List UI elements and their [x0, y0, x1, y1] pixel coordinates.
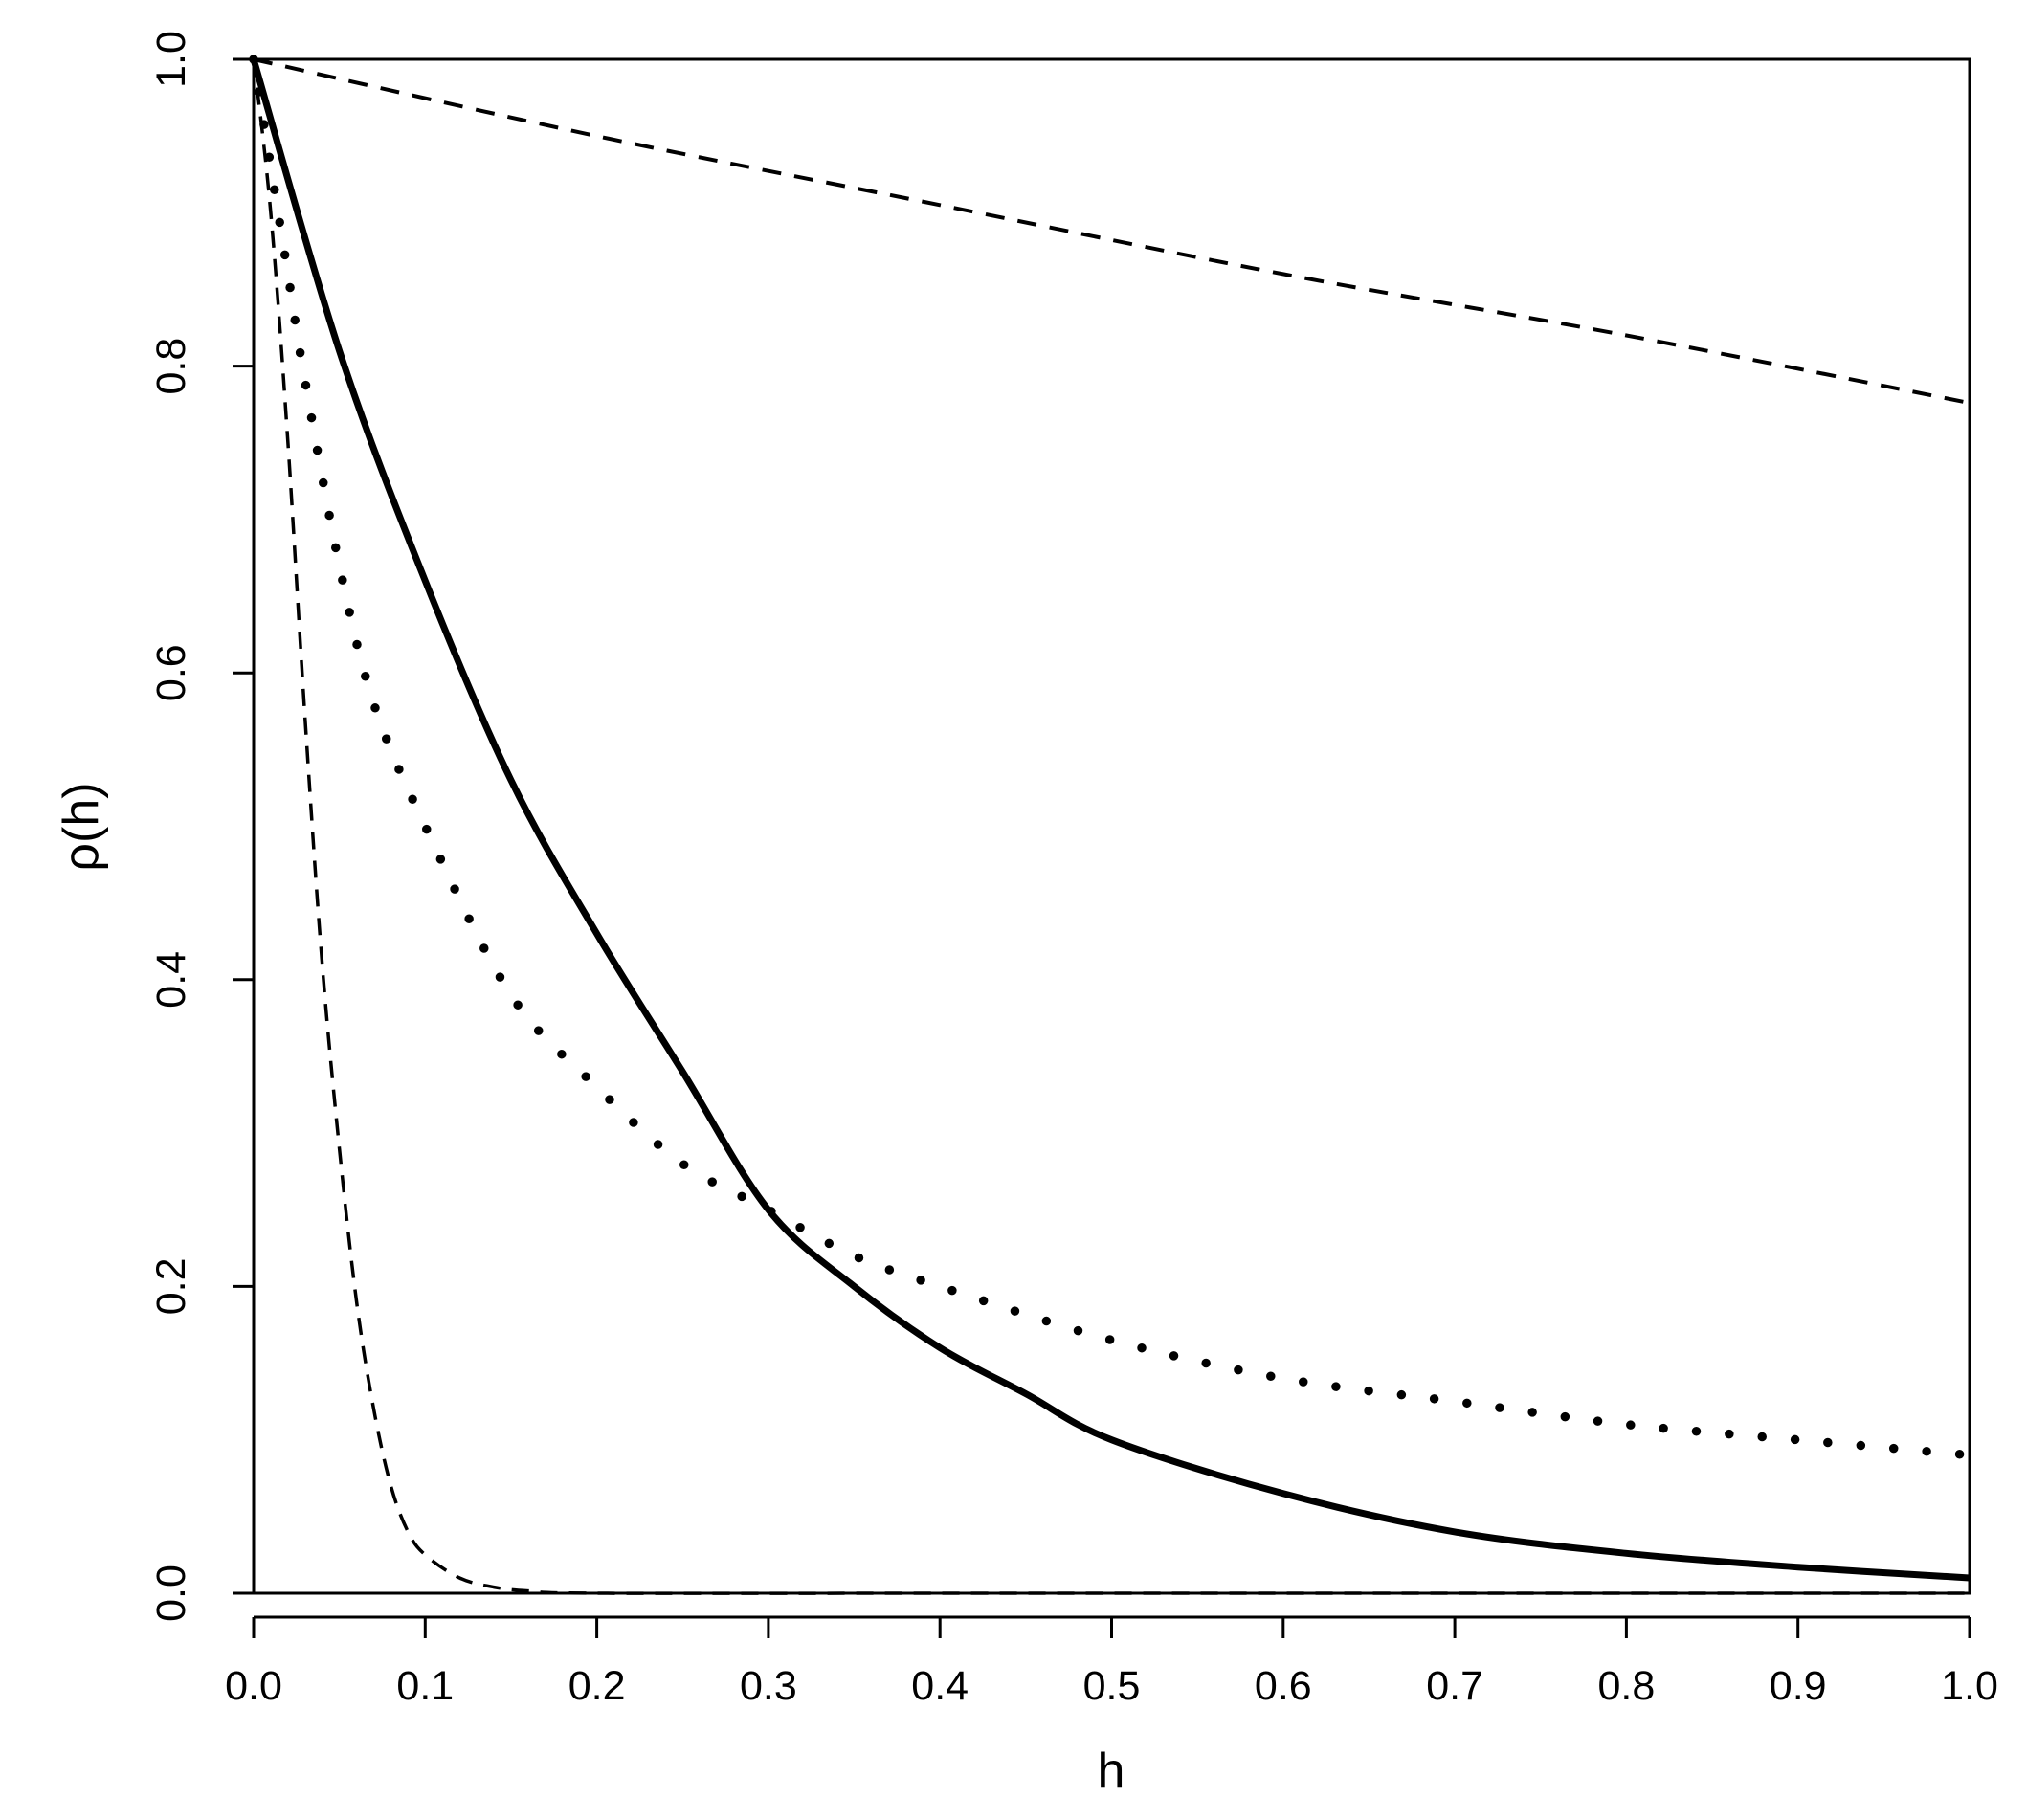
- y-tick-label: 1.0: [148, 31, 194, 88]
- series-line-dotted: [249, 55, 1974, 1460]
- x-tick-label: 0.0: [225, 1663, 282, 1709]
- series-layer: [249, 55, 1974, 1595]
- x-tick-label: 0.8: [1598, 1663, 1656, 1709]
- plot-frame: [252, 57, 1971, 1595]
- series-line-dashed: [253, 57, 1971, 406]
- x-tick-label: 0.1: [396, 1663, 454, 1709]
- y-tick-label: 0.8: [148, 338, 194, 395]
- y-tick-label: 0.2: [148, 1258, 194, 1316]
- x-axis: 0.0 0.1 0.2 0.3 0.4 0.5 0.6 0.7 0.8 0.9 1.0: [225, 1615, 1998, 1709]
- x-tick-label: 0.4: [911, 1663, 969, 1709]
- x-tick-label: 0.6: [1255, 1663, 1312, 1709]
- x-tick-label: 0.9: [1770, 1663, 1827, 1709]
- x-tick-label: 0.2: [568, 1663, 626, 1709]
- x-axis-title: h: [1098, 1743, 1125, 1799]
- y-tick-label: 0.6: [148, 644, 194, 701]
- x-tick-label: 0.3: [740, 1663, 797, 1709]
- x-tick-label: 0.5: [1083, 1663, 1141, 1709]
- series-line-dashed-thin: [252, 58, 1970, 1595]
- x-tick-label: 1.0: [1941, 1663, 1998, 1709]
- series-line-solid: [250, 58, 1971, 1582]
- x-tick-label: 0.7: [1426, 1663, 1483, 1709]
- y-tick-label: 0.0: [148, 1565, 194, 1622]
- y-axis-title: ρ(h): [54, 782, 109, 871]
- y-tick-label: 0.4: [148, 951, 194, 1009]
- y-axis: 0.0 0.2 0.4 0.6 0.8 1.0: [148, 31, 256, 1622]
